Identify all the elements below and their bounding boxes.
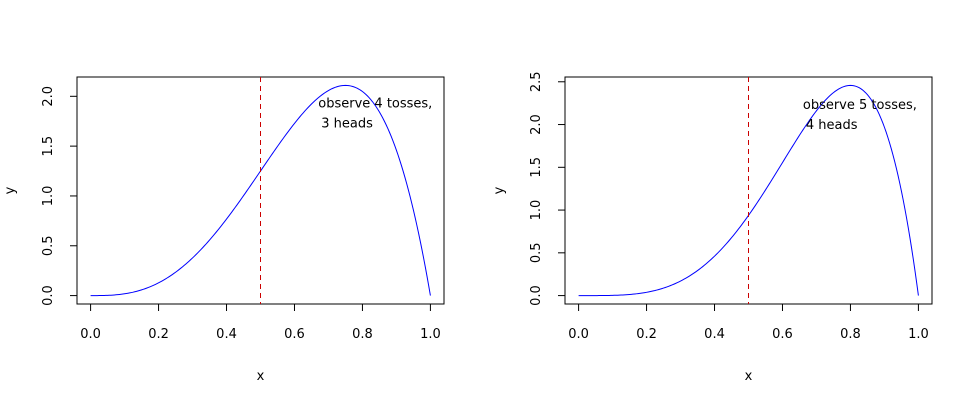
y-tick-label: 1.0 (529, 200, 544, 221)
x-tick-label: 1.0 (908, 327, 929, 342)
chart-panel-2: 0.0 0.2 0.4 0.6 0.8 1.0 0.0 0.5 1.0 1.5 2.0 2.5 x y ob… (492, 71, 933, 384)
x-tick-label: 0.2 (148, 327, 169, 342)
y-tick-label: 2.5 (529, 71, 544, 92)
y-axis-label: y (3, 186, 18, 194)
annotation-text: observe 5 tosses, (803, 98, 917, 113)
x-tick-label: 0.0 (80, 327, 101, 342)
x-axis-label: x (257, 369, 265, 384)
y-tick-label: 0.0 (41, 285, 56, 306)
annotation-text: 4 heads (806, 118, 858, 133)
x-tick-label: 0.6 (284, 327, 305, 342)
y-tick-label: 1.5 (529, 157, 544, 178)
y-tick-label: 2.0 (41, 86, 56, 107)
y-tick-label: 0.5 (41, 235, 56, 256)
y-tick-label: 1.0 (41, 186, 56, 207)
y-tick-label: 2.0 (529, 114, 544, 135)
y-tick-label: 1.5 (41, 136, 56, 157)
y-axis-label: y (492, 186, 507, 194)
x-tick-label: 0.4 (216, 327, 237, 342)
x-tick-label: 1.0 (420, 327, 441, 342)
annotation-text: 3 heads (321, 116, 373, 131)
annotation-text: observe 4 tosses, (318, 96, 432, 111)
y-tick-label: 0.0 (529, 285, 544, 306)
x-tick-label: 0.8 (352, 327, 373, 342)
x-axis-label: x (745, 369, 753, 384)
chart-panel-1: 0.0 0.2 0.4 0.6 0.8 1.0 0.0 0.5 1.0 1.5 2.0 x y obser… (3, 76, 445, 384)
x-tick-label: 0.8 (840, 327, 861, 342)
x-tick-label: 0.0 (568, 327, 589, 342)
x-tick-label: 0.4 (704, 327, 725, 342)
y-tick-label: 0.5 (529, 242, 544, 263)
x-tick-label: 0.2 (636, 327, 657, 342)
x-tick-label: 0.6 (772, 327, 793, 342)
